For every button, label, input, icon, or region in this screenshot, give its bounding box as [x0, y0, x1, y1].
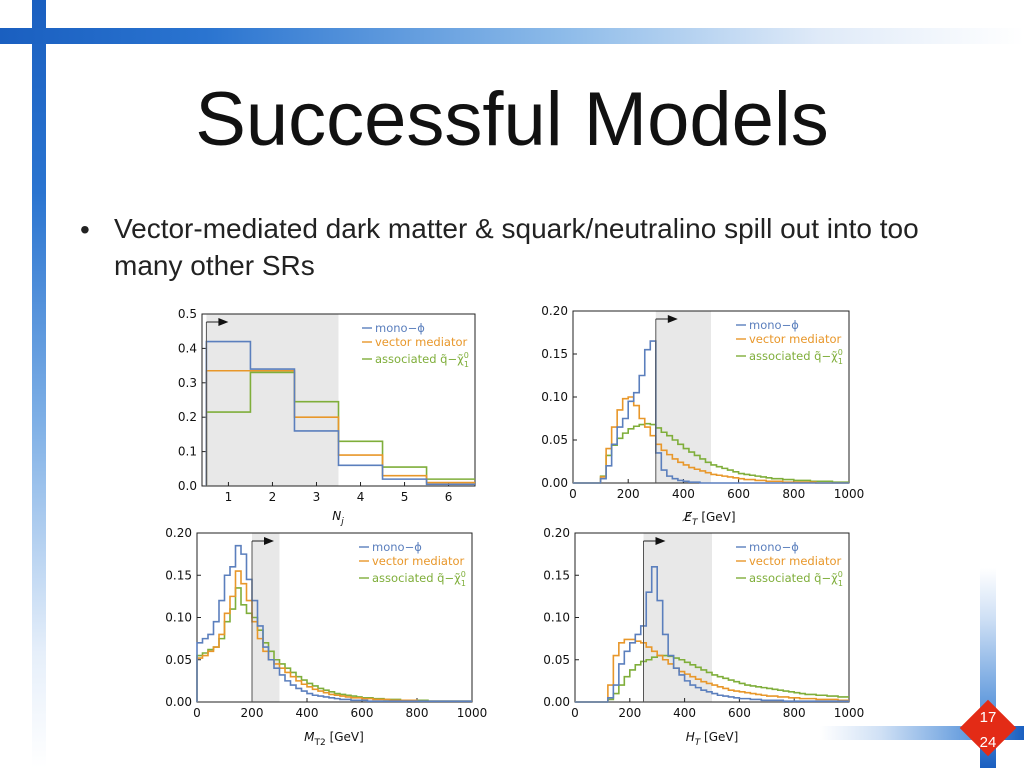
page-total: 24 [979, 734, 997, 751]
y-tick-label: 0.15 [165, 568, 192, 582]
signal-region-shading [643, 533, 712, 702]
legend-entry-mono-phi: mono−ϕ [375, 321, 425, 335]
x-tick-label: 0 [571, 706, 579, 720]
x-tick-label: 4 [357, 490, 365, 504]
y-tick-label: 0.15 [541, 347, 568, 361]
series-line-vector [196, 570, 472, 702]
legend-entry-mono-phi: mono−ϕ [749, 318, 799, 332]
x-tick-label: 600 [727, 487, 750, 501]
series-line-associated [573, 422, 849, 484]
x-tick-label: 400 [296, 706, 319, 720]
legend-entry-vector: vector mediator [749, 554, 841, 568]
y-tick-label: 0.00 [165, 695, 192, 709]
x-tick-label: 200 [617, 487, 640, 501]
x-tick-label: 400 [673, 706, 696, 720]
legend-entry-associated: associated q̃−χ̃0 1 [749, 570, 843, 588]
x-tick-label: 800 [783, 706, 806, 720]
x-tick-label: 3 [313, 490, 321, 504]
x-tick-label: 800 [406, 706, 429, 720]
y-tick-label: 0.20 [541, 304, 568, 318]
y-tick-label: 0.2 [178, 410, 197, 424]
x-tick-label: 5 [401, 490, 409, 504]
y-tick-label: 0.20 [165, 526, 192, 540]
page-number: 17 [979, 709, 997, 726]
x-tick-label: 0 [569, 487, 577, 501]
legend-entry-associated: associated q̃−χ̃0 1 [372, 570, 466, 588]
x-tick-label: 1 [225, 490, 233, 504]
y-tick-label: 0.1 [178, 445, 197, 459]
slide-title: Successful Models [195, 77, 829, 162]
y-tick-label: 0.00 [543, 695, 570, 709]
decorative-horizontal-bar [0, 28, 1024, 44]
decorative-vertical-bar [32, 0, 46, 768]
y-tick-label: 0.05 [543, 653, 570, 667]
x-tick-label: 0 [193, 706, 201, 720]
x-tick-label: 6 [445, 490, 453, 504]
page-number-badge: 17 24 [959, 699, 1017, 757]
cut-arrow-icon [667, 315, 678, 323]
y-tick-label: 0.10 [541, 390, 568, 404]
cut-arrow-icon [218, 318, 229, 326]
chart-panel-4: 0.00 0.05 0.10 0.15 0.20 0 200 400 600 800 1000 HT … [543, 526, 864, 748]
x-tick-label: 1000 [457, 706, 488, 720]
series-line-associated [196, 587, 472, 702]
x-axis-label: HT [GeV] [686, 730, 739, 748]
series-line-vector [573, 396, 849, 484]
legend-entry-vector: vector mediator [749, 332, 841, 346]
x-tick-label: 2 [269, 490, 277, 504]
y-tick-label: 0.05 [541, 433, 568, 447]
x-axis-label: MT2 [GeV] [304, 730, 364, 748]
y-tick-label: 0.05 [165, 653, 192, 667]
x-tick-label: 1000 [834, 487, 865, 501]
chart-panel-2: 0.00 0.05 0.10 0.15 0.20 0 200 400 600 800 1000 E̸T… [541, 304, 864, 528]
x-tick-label: 200 [241, 706, 264, 720]
legend-entry-mono-phi: mono−ϕ [372, 540, 422, 554]
x-tick-label: 1000 [834, 706, 865, 720]
y-tick-label: 0.15 [543, 568, 570, 582]
signal-region-shading [206, 314, 339, 486]
legend-entry-associated: associated q̃−χ̃0 1 [749, 348, 843, 366]
y-tick-label: 0.0 [178, 479, 197, 493]
cut-arrow-icon [264, 537, 274, 545]
plot-frame [201, 313, 476, 487]
x-tick-label: 400 [672, 487, 695, 501]
y-tick-label: 0.00 [541, 476, 568, 490]
series-line-mono-phi [196, 544, 472, 702]
x-tick-label: 200 [618, 706, 641, 720]
x-tick-label: 600 [728, 706, 751, 720]
legend-entry-mono-phi: mono−ϕ [749, 540, 799, 554]
bullet-text: Vector-mediated dark matter & squark/neu… [114, 213, 919, 281]
series-line-associated [575, 654, 849, 703]
y-tick-label: 0.4 [178, 341, 197, 355]
legend-entry-vector: vector mediator [372, 554, 464, 568]
y-tick-label: 0.10 [543, 611, 570, 625]
series-line-mono-phi [205, 340, 475, 486]
legend-entry-vector: vector mediator [375, 335, 467, 349]
x-axis-label: E̸T [GeV] [682, 510, 736, 528]
signal-region-shading [655, 311, 711, 483]
y-tick-label: 0.5 [178, 307, 197, 321]
x-tick-label: 600 [351, 706, 374, 720]
series-line-associated [205, 371, 475, 486]
y-tick-label: 0.3 [178, 376, 197, 390]
series-line-mono-phi [573, 340, 849, 484]
cut-arrow-icon [655, 537, 666, 545]
y-tick-label: 0.10 [165, 611, 192, 625]
series-line-mono-phi [575, 566, 849, 703]
x-tick-label: 800 [782, 487, 805, 501]
bullet-marker: • [80, 214, 90, 245]
series-line-vector [575, 638, 849, 703]
legend-entry-associated: associated q̃−χ̃0 1 [375, 351, 469, 369]
x-axis-label: Nj [332, 509, 344, 527]
y-tick-label: 0.20 [543, 526, 570, 540]
chart-panel-3: 0.00 0.05 0.10 0.15 0.20 0 200 400 600 800 1000 MT2… [165, 526, 487, 748]
